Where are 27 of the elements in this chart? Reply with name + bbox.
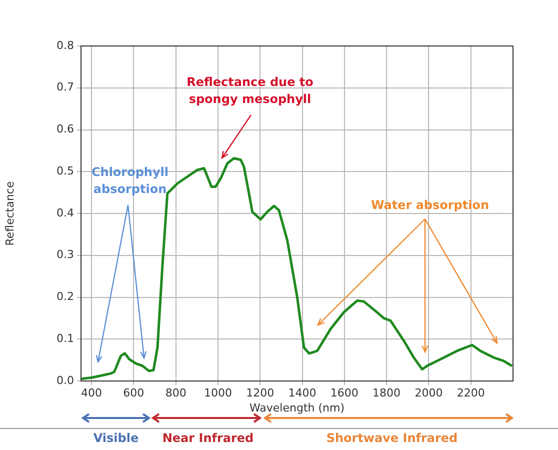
text: Visible [93,431,139,445]
text: Shortwave Infrared [325,430,459,447]
y-tick-label: 0.0 [56,374,74,387]
x-tick-label: 400 [81,386,102,400]
text: Near Infrared [161,430,255,447]
y-tick-label: 0.8 [56,38,74,52]
x-axis-title: Wavelength (nm) [249,401,345,414]
x-tick-label: 800 [165,386,186,400]
x-tick-label: 1600 [330,386,358,400]
y-tick-label: 0.7 [56,80,74,94]
y-tick-label: 0.1 [56,332,74,345]
x-tick-label: 2200 [456,386,485,400]
y-axis-title: Reflectance [3,181,16,246]
x-tick-label: 1400 [288,386,316,400]
annotation: Reflectance due to spongy mesophyll [186,74,314,108]
y-tick-label: 0.2 [56,290,74,304]
y-tick-label: 0.5 [56,164,74,178]
y-tick-label: 0.4 [56,206,74,220]
y-tick-label: 0.3 [56,248,74,262]
x-tick-label: 600 [123,386,144,400]
annotation: Chlorophyll absorption [90,164,170,198]
annotation: Water absorption [370,197,490,214]
x-tick-label: 1200 [246,386,274,400]
x-tick-label: 1800 [372,386,401,400]
x-tick-label: 2000 [414,386,443,400]
x-tick-label: 1000 [204,386,232,400]
y-tick-label: 0.6 [56,122,74,136]
